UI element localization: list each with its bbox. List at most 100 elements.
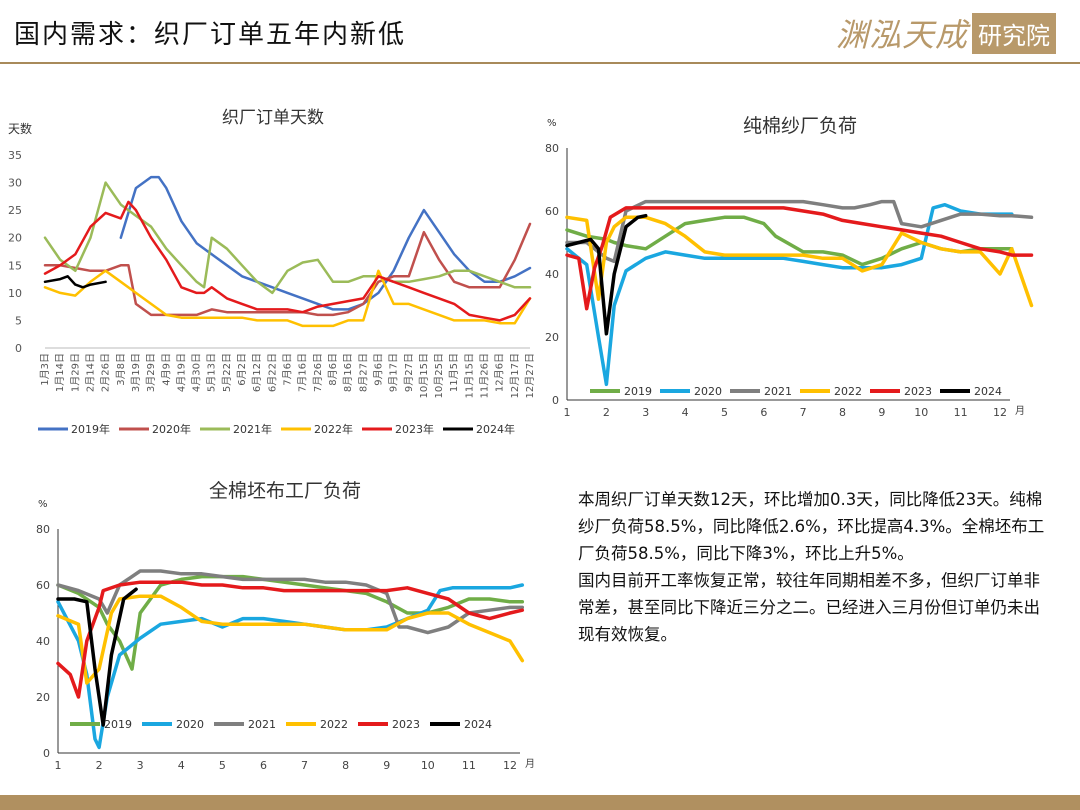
series-line-2023 (56, 580, 525, 699)
x-tick-label: 4 (178, 759, 185, 772)
series-line-2023 (565, 206, 1034, 311)
x-tick-label: 3 (642, 406, 649, 419)
x-tick-label: 6 (260, 759, 267, 772)
legend-label-2019: 2019年 (71, 422, 110, 436)
y-axis-label: % (547, 118, 557, 129)
series-line-2020 (565, 202, 1014, 387)
chart-title: 纯棉纱厂负荷 (743, 115, 857, 137)
x-tick-label: 7月6日 (282, 353, 294, 386)
x-tick-label: 1 (55, 759, 62, 772)
x-tick-label: 3月8日 (115, 353, 127, 386)
x-tick-label: 11月15日 (463, 353, 475, 398)
x-tick-label: 12月6日 (494, 353, 506, 392)
legend-label-2024: 2024年 (476, 422, 515, 436)
y-tick-label: 60 (545, 205, 559, 218)
x-tick-label: 8 (839, 406, 846, 419)
series-line-2023 (43, 200, 532, 322)
y-tick-label: 30 (8, 177, 22, 190)
x-tick-label: 12 (993, 406, 1007, 419)
series-line-2022 (56, 594, 525, 685)
x-tick-label: 11 (954, 406, 968, 419)
commentary-para-1: 本周织厂订单天数12天，环比增加0.3天，同比降低23天。纯棉纱厂负荷58.5%… (578, 490, 1045, 563)
x-tick-label: 9月17日 (388, 353, 400, 392)
y-tick-label: 20 (545, 331, 559, 344)
x-tick-label: 10 (914, 406, 928, 419)
y-tick-label: 20 (36, 691, 50, 704)
y-axis-label: 天数 (8, 121, 32, 136)
x-tick-label: 3月19日 (130, 353, 142, 392)
footer-bar (0, 795, 1080, 810)
x-tick-label: 9月27日 (403, 353, 415, 392)
x-tick-label: 4月9日 (160, 353, 172, 386)
legend-label-2019: 2019 (104, 718, 132, 731)
legend-label-2022: 2022 (320, 718, 348, 731)
y-tick-label: 10 (8, 287, 22, 300)
x-tick-label: 4 (682, 406, 689, 419)
x-tick-label: 6 (760, 406, 767, 419)
x-tick-label: 1月14日 (54, 353, 66, 392)
x-tick-label: 8 (342, 759, 349, 772)
brand-logo: 渊泓天成 研究院 (836, 10, 1056, 56)
y-axis-label: % (38, 499, 48, 510)
chart-title: 全棉坯布工厂负荷 (209, 480, 361, 502)
series-line-2021 (56, 569, 525, 635)
y-tick-label: 15 (8, 259, 22, 272)
series-line-2022 (565, 215, 1034, 308)
y-tick-label: 25 (8, 204, 22, 217)
y-tick-label: 40 (36, 635, 50, 648)
legend-label-2020: 2020 (176, 718, 204, 731)
page-title: 国内需求：织厂订单五年内新低 (14, 20, 407, 50)
series-line-2024 (56, 587, 138, 727)
header-divider (0, 62, 1080, 64)
legend-label-2022: 2022年 (314, 422, 353, 436)
legend-label-2023: 2023 (392, 718, 420, 731)
logo-text: 渊泓天成 (835, 16, 968, 54)
x-tick-label: 10月15日 (418, 353, 430, 398)
x-tick-label: 9 (383, 759, 390, 772)
x-tick-label: 12月27日 (524, 353, 536, 398)
y-tick-label: 0 (43, 747, 50, 760)
x-tick-label: 5月22日 (221, 353, 233, 392)
series-line-2020 (43, 222, 532, 317)
x-tick-label: 5 (219, 759, 226, 772)
commentary: 本周织厂订单天数12天，环比增加0.3天，同比降低23天。纯棉纱厂负荷58.5%… (578, 486, 1048, 648)
series-line-2019 (119, 175, 532, 311)
x-tick-label: 10月25日 (433, 353, 445, 398)
x-tick-label: 1 (564, 406, 571, 419)
x-tick-label: 8月27日 (357, 353, 369, 392)
x-tick-label: 12 (503, 759, 517, 772)
series-line-2024 (43, 275, 107, 289)
x-tick-label: 6月2日 (236, 353, 248, 386)
series-line-2024 (565, 213, 648, 336)
x-tick-label: 3 (137, 759, 144, 772)
y-tick-label: 0 (15, 342, 22, 355)
x-tick-label: 2 (603, 406, 610, 419)
x-tick-label: 4月30日 (191, 353, 203, 392)
y-tick-label: 40 (545, 268, 559, 281)
legend-label-2021: 2021 (248, 718, 276, 731)
x-tick-label: 7 (800, 406, 807, 419)
legend-label-2021: 2021 (764, 385, 792, 398)
x-axis-unit: 月 (1015, 405, 1025, 417)
x-tick-label: 5月13日 (206, 353, 218, 392)
x-tick-label: 9 (878, 406, 885, 419)
legend-label-2024: 2024 (974, 385, 1002, 398)
series-line-2022 (43, 269, 532, 328)
legend-label-2021: 2021年 (233, 422, 272, 436)
legend-label-2022: 2022 (834, 385, 862, 398)
x-tick-label: 2月14日 (84, 353, 96, 392)
x-tick-label: 3月29日 (145, 353, 157, 392)
x-tick-label: 5 (721, 406, 728, 419)
legend-label-2020: 2020 (694, 385, 722, 398)
logo-box: 研究院 (972, 12, 1056, 54)
legend-label-2023: 2023 (904, 385, 932, 398)
x-tick-label: 12月17日 (509, 353, 521, 398)
y-tick-label: 20 (8, 232, 22, 245)
x-tick-label: 9月6日 (372, 353, 384, 386)
x-tick-label: 11 (462, 759, 476, 772)
legend-label-2023: 2023年 (395, 422, 434, 436)
y-tick-label: 0 (552, 394, 559, 407)
series-line-2021 (43, 181, 532, 295)
